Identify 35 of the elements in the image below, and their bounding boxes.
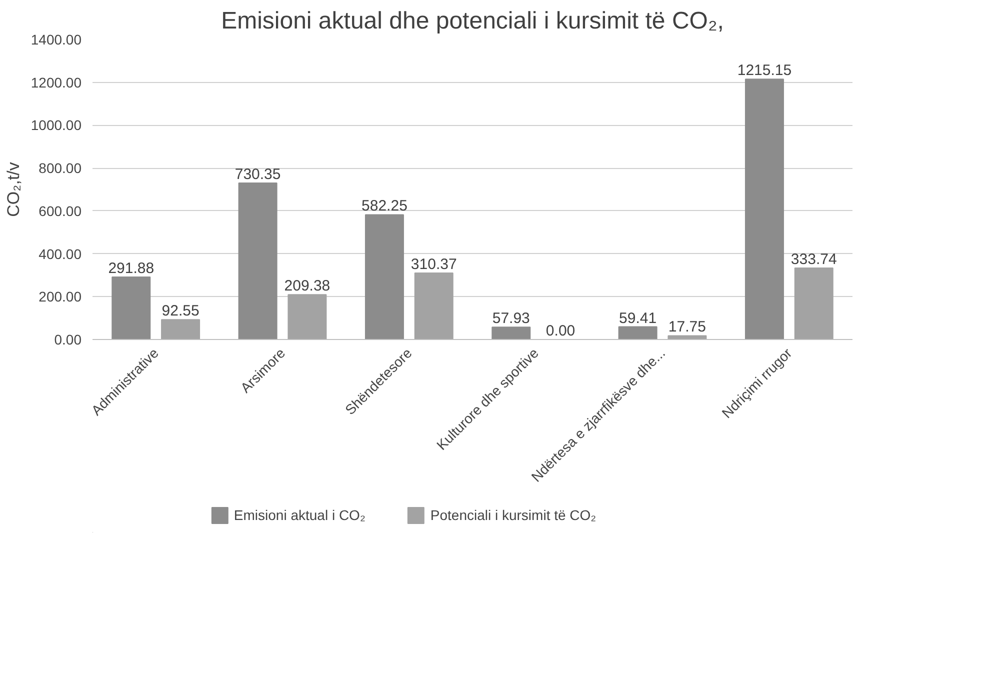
data-label: 333.74: [790, 250, 837, 268]
data-label: 291.88: [108, 260, 154, 277]
data-label: 310.37: [410, 256, 457, 273]
bar: [492, 326, 531, 340]
data-label: 17.75: [668, 318, 706, 336]
y-tick-label: 800.00: [38, 160, 82, 176]
data-label: 1215.15: [737, 62, 792, 80]
data-label: 582.25: [362, 198, 408, 215]
y-tick-label: 200.00: [38, 288, 82, 305]
y-tick-label: 0.00: [54, 332, 82, 348]
bar: [161, 319, 200, 340]
data-label: 59.41: [619, 310, 657, 327]
bar: [794, 267, 834, 340]
bar: [364, 214, 404, 340]
bar: [668, 335, 707, 340]
bar: [618, 326, 658, 340]
data-label: 0.00: [546, 322, 576, 340]
data-label: 57.93: [492, 310, 530, 328]
y-tick-label: 600.00: [38, 202, 82, 219]
y-tick-label: 1200.00: [30, 74, 82, 90]
data-label: 92.55: [162, 302, 200, 320]
legend-label: Potenciali i kursimit të CO₂: [430, 507, 596, 523]
data-label: 730.35: [234, 166, 281, 183]
data-label: 209.38: [284, 278, 330, 295]
y-tick-label: 400.00: [38, 246, 82, 262]
y-tick-label: 1400.00: [30, 32, 82, 48]
bar: [112, 276, 151, 340]
y-tick-label: 1000.00: [30, 117, 82, 134]
bar: [288, 294, 327, 340]
bar: [744, 78, 784, 340]
y-axis-title: CO₂,t/v: [4, 162, 23, 217]
bar: [238, 182, 278, 340]
chart-title: Emisioni aktual dhe potenciali i kursimit të CO₂,: [221, 8, 724, 34]
bar: [414, 272, 454, 340]
legend-label: Emisioni aktual i CO₂: [234, 507, 366, 523]
